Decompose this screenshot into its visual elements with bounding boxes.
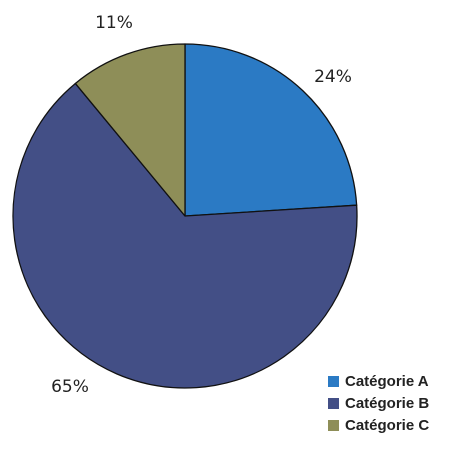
legend-item-c: Catégorie C [328, 414, 429, 436]
pie-slices [12, 43, 358, 389]
legend-label-a: Catégorie A [345, 372, 429, 390]
pie-slice-c [74, 43, 186, 217]
legend-label-b: Catégorie B [345, 394, 430, 412]
pie-labels: 24% 65% 11% [51, 13, 352, 397]
legend-item-b: Catégorie B [328, 392, 429, 414]
slice-label-b: 65% [51, 377, 89, 397]
slice-label-c: 11% [95, 13, 133, 33]
legend-label-c: Catégorie C [345, 416, 430, 434]
slice-label-a: 24% [314, 67, 352, 87]
legend-swatch-c [328, 419, 339, 431]
pie-slice-a [184, 43, 358, 217]
legend-swatch-b [328, 397, 339, 409]
legend-swatch-a [328, 375, 339, 387]
pie-slice-b [12, 82, 358, 389]
legend: Catégorie A Catégorie B Catégorie C [328, 370, 429, 436]
legend-item-a: Catégorie A [328, 370, 429, 392]
